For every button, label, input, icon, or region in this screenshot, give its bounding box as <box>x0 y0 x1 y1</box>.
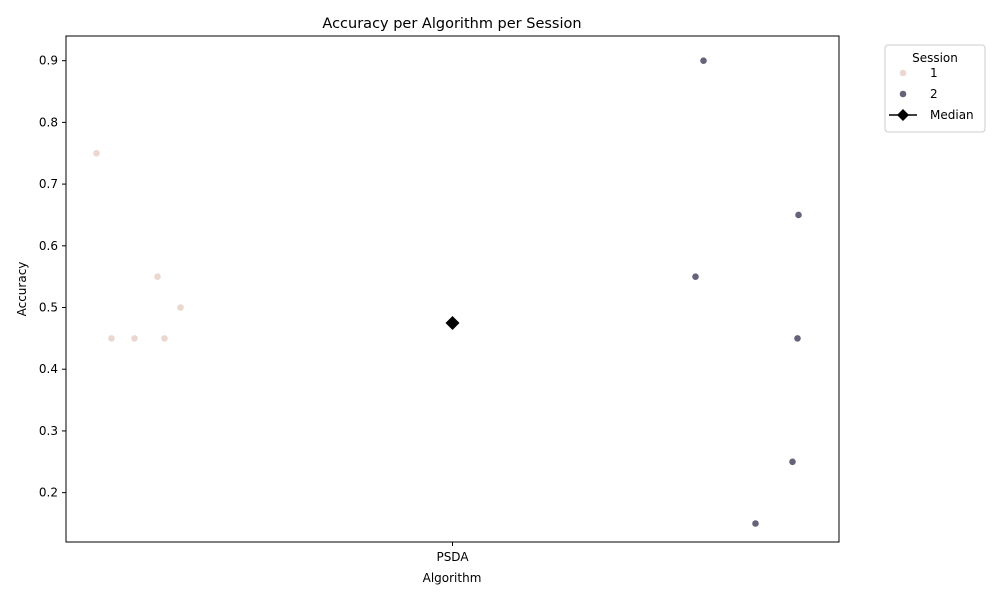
x-tick-label: PSDA <box>436 550 469 564</box>
data-point-session-2 <box>699 56 708 65</box>
legend-label: 2 <box>930 87 938 101</box>
data-point-session-1 <box>160 334 169 343</box>
y-tick-label: 0.8 <box>39 115 58 129</box>
data-point-session-2 <box>793 334 802 343</box>
data-point-session-2 <box>751 519 760 528</box>
median-layer <box>445 315 460 330</box>
legend-marker-session-1 <box>899 69 907 77</box>
plot-frame <box>65 35 840 543</box>
data-point-session-2 <box>691 272 700 281</box>
y-tick-label: 0.9 <box>39 54 58 68</box>
median-marker <box>445 315 460 330</box>
legend: Session 1 2 Median <box>884 44 986 133</box>
legend-entries: 1 2 Median <box>889 66 974 122</box>
legend-label: Median <box>930 108 974 122</box>
y-tick-label: 0.2 <box>39 486 58 500</box>
data-point-session-1 <box>130 334 139 343</box>
data-point-session-2 <box>794 211 803 219</box>
data-points <box>92 56 803 528</box>
legend-marker-session-2 <box>899 90 907 98</box>
chart-title: Accuracy per Algorithm per Session <box>322 16 581 32</box>
data-point-session-1 <box>153 272 162 281</box>
y-tick-label: 0.7 <box>39 177 58 191</box>
x-axis-label: Algorithm <box>423 571 482 585</box>
legend-title: Session <box>912 51 958 65</box>
data-point-session-2 <box>788 457 797 466</box>
y-axis: 0.2 0.3 0.4 0.5 0.6 0.7 0.8 0.9 <box>39 54 66 500</box>
data-point-session-1 <box>92 149 101 158</box>
data-point-session-1 <box>107 334 116 343</box>
data-point-session-1 <box>176 303 185 312</box>
y-tick-label: 0.5 <box>39 301 58 315</box>
y-axis-label: Accuracy <box>15 262 29 317</box>
plot-area: 0.2 0.3 0.4 0.5 0.6 0.7 0.8 0.9 PSDA <box>39 35 840 564</box>
y-tick-label: 0.4 <box>39 362 58 376</box>
y-tick-label: 0.6 <box>39 239 58 253</box>
legend-box <box>884 44 986 133</box>
x-axis: PSDA <box>436 542 469 564</box>
legend-label: 1 <box>930 66 938 80</box>
legend-median-marker <box>897 109 909 121</box>
y-tick-label: 0.3 <box>39 424 58 438</box>
